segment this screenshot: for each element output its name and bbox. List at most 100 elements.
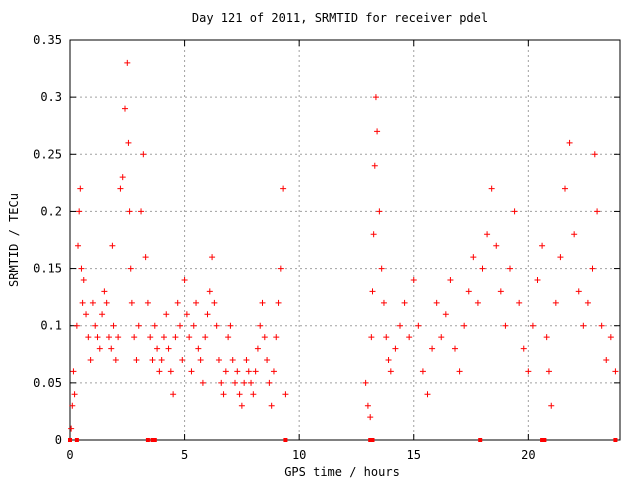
data-point bbox=[195, 345, 202, 352]
data-point bbox=[545, 368, 552, 375]
baseline-marker bbox=[283, 438, 288, 442]
data-point bbox=[470, 254, 477, 261]
data-point bbox=[75, 242, 82, 249]
data-point bbox=[543, 334, 550, 341]
y-tick-label: 0 bbox=[55, 433, 62, 447]
data-point bbox=[112, 357, 119, 363]
data-point bbox=[376, 208, 383, 215]
data-point bbox=[236, 391, 243, 398]
data-point bbox=[181, 277, 188, 283]
data-point bbox=[362, 379, 369, 386]
data-point bbox=[213, 322, 220, 329]
data-point bbox=[566, 139, 573, 146]
y-tick-label: 0.2 bbox=[40, 204, 62, 218]
data-point bbox=[250, 391, 257, 398]
data-point bbox=[562, 185, 568, 192]
data-point bbox=[248, 379, 255, 386]
data-point bbox=[433, 299, 440, 306]
grid-lines bbox=[70, 40, 620, 440]
data-point bbox=[190, 322, 197, 329]
data-point bbox=[442, 311, 449, 318]
data-point bbox=[552, 299, 559, 306]
x-tick-label: 10 bbox=[292, 448, 306, 462]
data-point bbox=[147, 334, 154, 341]
data-point bbox=[160, 334, 167, 341]
x-tick-label: 20 bbox=[521, 448, 535, 462]
data-point bbox=[282, 391, 289, 398]
data-point bbox=[575, 288, 582, 295]
data-point bbox=[368, 334, 375, 341]
data-point bbox=[119, 174, 126, 181]
y-tick-label: 0.05 bbox=[33, 376, 62, 390]
data-point bbox=[69, 402, 76, 409]
data-point bbox=[186, 334, 193, 341]
data-point bbox=[105, 334, 112, 341]
data-point bbox=[484, 231, 491, 238]
data-point bbox=[273, 334, 280, 341]
data-point bbox=[206, 288, 213, 295]
data-point bbox=[268, 402, 275, 409]
y-tick-label: 0.15 bbox=[33, 262, 62, 276]
data-point bbox=[115, 334, 122, 341]
data-point bbox=[461, 322, 468, 329]
data-point bbox=[109, 242, 116, 249]
data-point bbox=[154, 345, 161, 352]
data-point bbox=[101, 288, 108, 295]
plot-area-border bbox=[69, 39, 621, 441]
data-point bbox=[261, 334, 268, 341]
data-point bbox=[110, 322, 117, 329]
data-point bbox=[252, 368, 259, 375]
data-point bbox=[241, 379, 248, 386]
data-point bbox=[68, 425, 75, 432]
data-point bbox=[438, 334, 445, 341]
data-point bbox=[209, 254, 216, 261]
data-point bbox=[580, 322, 587, 329]
data-point bbox=[502, 322, 509, 329]
data-point bbox=[202, 334, 209, 341]
data-point bbox=[238, 402, 245, 409]
data-point bbox=[383, 334, 390, 341]
data-point bbox=[378, 265, 385, 272]
data-point bbox=[264, 357, 271, 363]
data-point bbox=[465, 288, 472, 295]
axis-ticks: 0 0.05 0.1 0.15 0.2 0.25 0.3 0.35 0 5 10 15 20 bbox=[33, 33, 620, 462]
baseline-marker bbox=[368, 438, 373, 442]
data-point bbox=[452, 345, 458, 352]
y-tick-label: 0.1 bbox=[40, 319, 62, 333]
data-point bbox=[138, 208, 145, 215]
data-point bbox=[277, 265, 284, 272]
data-point bbox=[275, 299, 282, 306]
baseline-marker bbox=[478, 438, 483, 442]
data-point bbox=[125, 139, 132, 146]
chart-title: Day 121 of 2011, SRMTID for receiver pde… bbox=[192, 11, 488, 25]
data-point bbox=[96, 345, 103, 352]
x-tick-label: 5 bbox=[181, 448, 188, 462]
baseline-markers bbox=[68, 438, 618, 442]
y-tick-label: 0.3 bbox=[40, 90, 62, 104]
data-point bbox=[83, 311, 90, 318]
data-point bbox=[156, 368, 163, 375]
data-point bbox=[193, 299, 200, 306]
data-point bbox=[135, 322, 142, 329]
data-point bbox=[493, 242, 500, 249]
y-tick-label: 0.35 bbox=[33, 33, 62, 47]
data-point bbox=[225, 334, 232, 341]
data-point bbox=[163, 311, 170, 318]
data-point bbox=[85, 334, 92, 341]
baseline-marker bbox=[150, 438, 155, 442]
data-point bbox=[520, 345, 527, 352]
data-point bbox=[122, 105, 128, 112]
data-point bbox=[80, 277, 87, 283]
data-point bbox=[170, 391, 177, 398]
data-point bbox=[188, 368, 195, 375]
data-point bbox=[71, 391, 78, 398]
data-point bbox=[172, 334, 179, 341]
data-point bbox=[140, 151, 147, 158]
baseline-marker bbox=[540, 438, 545, 442]
data-point bbox=[89, 299, 96, 306]
data-point bbox=[372, 94, 379, 101]
x-axis-label: GPS time / hours bbox=[284, 465, 400, 479]
data-point bbox=[99, 311, 106, 318]
